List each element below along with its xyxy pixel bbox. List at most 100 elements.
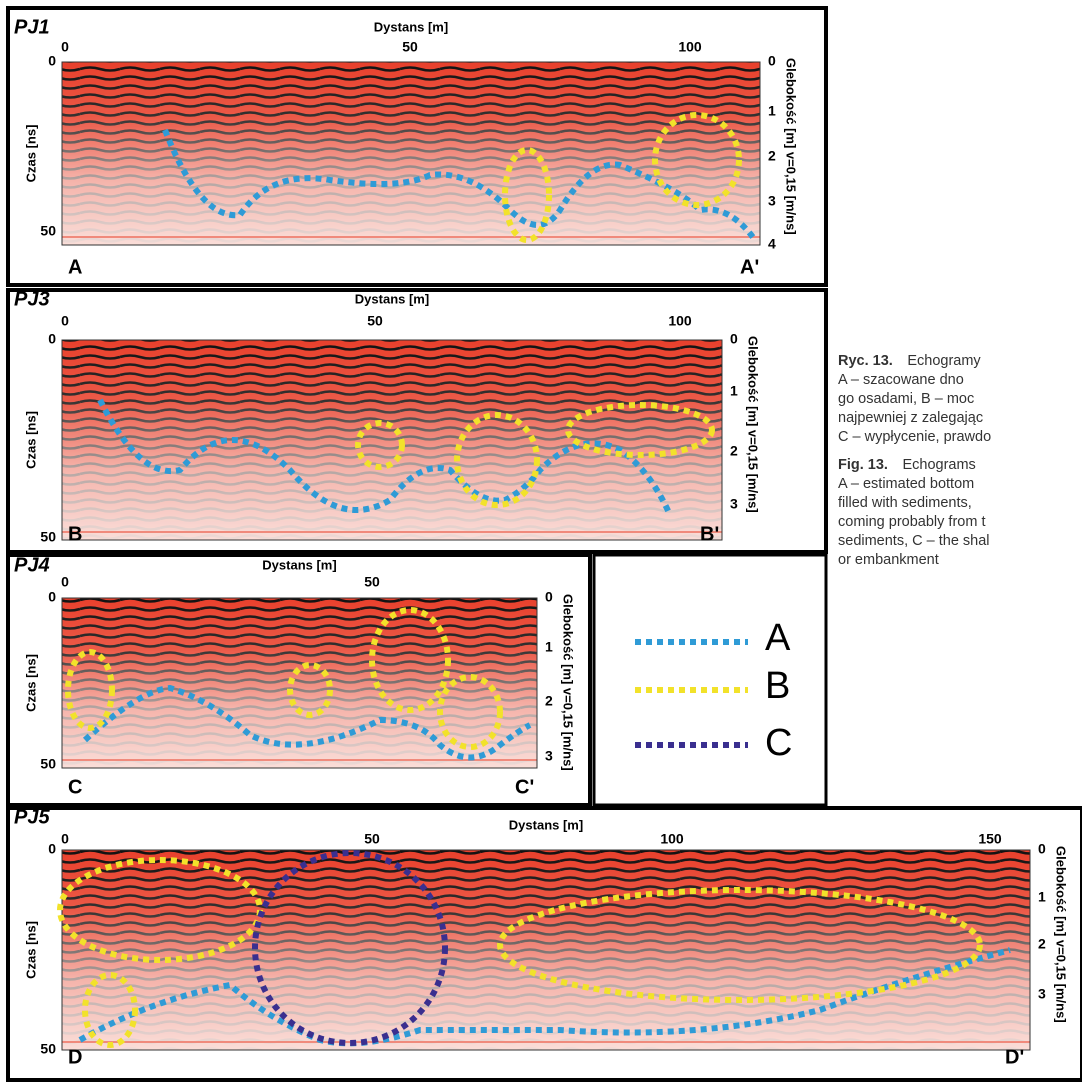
caption-line: Fig. 13. Echograms (838, 456, 1078, 475)
y-tick-label: 0 (48, 589, 56, 605)
y-tick-label: 50 (40, 1041, 56, 1057)
echogram (62, 340, 722, 540)
outlines (57, 112, 1011, 1048)
start-label: D (68, 1046, 82, 1068)
depth-tick-label: 2 (545, 693, 553, 709)
depth-tick-label: 4 (768, 236, 776, 252)
outline-b (437, 674, 503, 750)
depth-tick-label: 3 (730, 496, 738, 512)
y-tick-label: 0 (48, 331, 56, 347)
outline-a (82, 684, 532, 761)
y-axis-label: Czas [ns] (23, 125, 38, 183)
caption-label: Fig. 13. (838, 457, 888, 473)
plot-frame (61, 849, 1031, 1051)
caption-line: go osadami, B – moc (838, 390, 1078, 409)
caption-line: najpewniej z zalegając (838, 409, 1078, 428)
depth-tick-label: 1 (1038, 889, 1046, 905)
depth-tick-label: 2 (730, 443, 738, 459)
depth-tick-label: 1 (730, 383, 738, 399)
y-tick-label: 50 (40, 529, 56, 545)
x-tick-label: 0 (61, 574, 69, 590)
caption-line: or embankment (838, 551, 1078, 570)
echogram (62, 850, 1030, 1050)
y-tick-label: 50 (40, 223, 56, 239)
x-tick-label: 0 (61, 39, 69, 55)
y-tick-label: 50 (40, 756, 56, 772)
x-tick-label: 100 (668, 313, 692, 329)
x-tick-label: 50 (364, 574, 380, 590)
outline-b (497, 887, 983, 1003)
x-tick-label: 50 (367, 313, 383, 329)
outline-b (82, 972, 138, 1048)
depth-axis-label: Glebokość [m] v=0,15 [m/ns] (561, 594, 576, 771)
outline-c (252, 850, 448, 1046)
depth-tick-label: 0 (730, 331, 738, 347)
caption-line: sediments, C – the shal (838, 532, 1078, 551)
caption-text: A – estimated bottom (838, 476, 975, 492)
y-axis-label: Czas [ns] (23, 411, 38, 469)
caption-line: A – estimated bottom (838, 475, 1078, 494)
caption-line: C – wypłycenie, prawdo (838, 428, 1078, 447)
depth-tick-label: 0 (545, 589, 553, 605)
caption-text: najpewniej z zalegając (838, 410, 984, 426)
outline-b (565, 402, 715, 458)
y-axis-label: Czas [ns] (23, 654, 38, 712)
caption-text: go osadami, B – moc (838, 391, 975, 407)
echogram (62, 62, 760, 245)
plot-frame (61, 61, 761, 246)
depth-tick-label: 2 (768, 148, 776, 164)
depth-tick-label: 1 (545, 639, 553, 655)
caption-line: coming probably from t (838, 513, 1078, 532)
outline-b (454, 412, 540, 508)
x-tick-label: 150 (978, 831, 1002, 847)
x-tick-label: 100 (678, 39, 702, 55)
depth-axis-label: Glebokość [m] v=0,15 [m/ns] (1054, 846, 1069, 1023)
panel-label: PJ1 (14, 16, 50, 38)
x-axis-label: Dystans [m] (355, 291, 429, 306)
depth-tick-label: 1 (768, 103, 776, 119)
outline-a (162, 128, 758, 242)
end-label: B' (700, 523, 719, 545)
x-tick-label: 100 (660, 831, 684, 847)
outline-a (78, 947, 1011, 1047)
depth-tick-label: 3 (545, 748, 553, 764)
x-axis-label: Dystans [m] (374, 19, 448, 34)
y-axis-label: Czas [ns] (23, 921, 38, 979)
echogram (62, 598, 537, 768)
caption-text: Echograms (902, 457, 976, 473)
caption-line: A – szacowane dno (838, 371, 1078, 390)
start-label: C (68, 776, 82, 798)
caption-line: filled with sediments, (838, 494, 1078, 513)
end-label: D' (1005, 1046, 1024, 1068)
outline-b (65, 649, 115, 731)
outline-b (369, 607, 451, 713)
start-label: A (68, 256, 82, 278)
end-label: C' (515, 776, 534, 798)
depth-tick-label: 0 (768, 53, 776, 69)
depth-axis-label: Glebokość [m] v=0,15 [m/ns] (746, 336, 761, 513)
y-tick-label: 0 (48, 53, 56, 69)
caption-text: coming probably from t (838, 514, 986, 530)
caption-text: A – szacowane dno (838, 372, 964, 388)
caption-pl: Ryc. 13. Echogramy A – szacowane dno go os… (838, 352, 1078, 447)
x-tick-label: 50 (364, 831, 380, 847)
depth-tick-label: 3 (768, 193, 776, 209)
caption-text: filled with sediments, (838, 495, 972, 511)
legend-label: A (765, 617, 791, 659)
outline-b (502, 147, 552, 243)
depth-tick-label: 0 (1038, 841, 1046, 857)
legend-box (592, 553, 828, 807)
caption-text: or embankment (838, 552, 939, 568)
caption-text: Echogramy (907, 353, 981, 369)
legend: A B C (592, 553, 828, 807)
caption-text: C – wypłycenie, prawdo (838, 429, 992, 445)
caption-line: Ryc. 13. Echogramy (838, 352, 1078, 371)
depth-tick-label: 3 (1038, 986, 1046, 1002)
y-tick-label: 0 (48, 841, 56, 857)
x-axis-label: Dystans [m] (509, 817, 583, 832)
outline-b (287, 662, 333, 718)
outline-b (355, 420, 405, 470)
plot-frame (61, 339, 723, 541)
outline-b (652, 112, 742, 208)
depth-tick-label: 2 (1038, 936, 1046, 952)
